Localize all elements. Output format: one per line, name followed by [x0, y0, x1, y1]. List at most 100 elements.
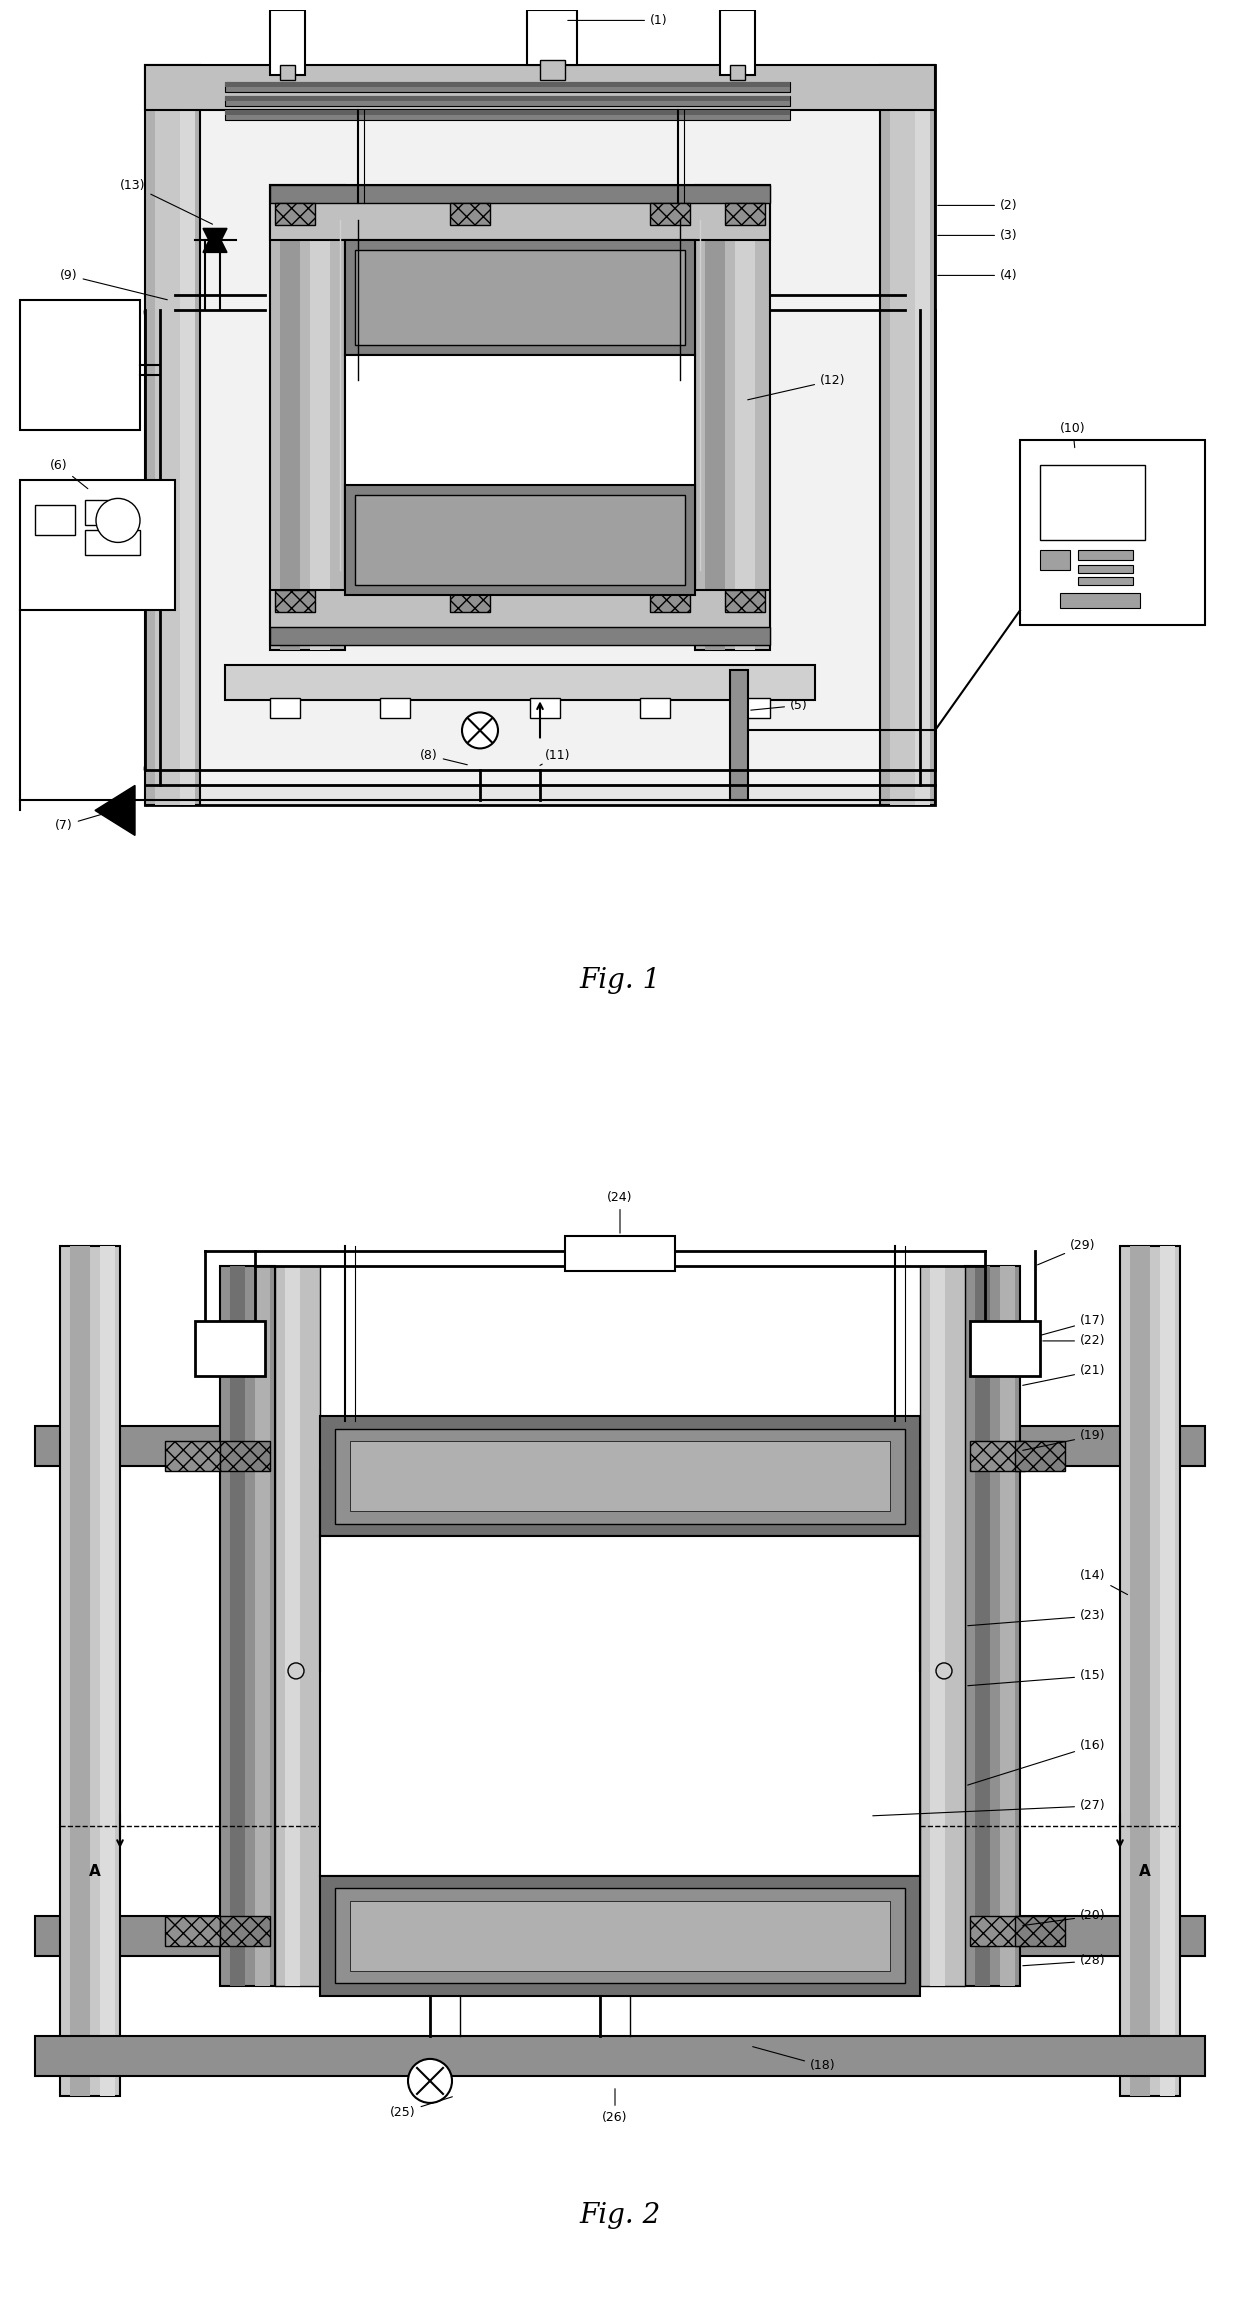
Bar: [270, 626, 770, 645]
Text: Fig. 1: Fig. 1: [579, 966, 661, 994]
Bar: [1016, 1916, 1065, 1946]
Bar: [565, 1236, 675, 1271]
Text: (20): (20): [1023, 1909, 1106, 1925]
Text: (9): (9): [60, 268, 167, 300]
Bar: [275, 589, 315, 612]
Bar: [335, 1428, 905, 1523]
Bar: [270, 589, 770, 645]
Bar: [1120, 1246, 1180, 2096]
Bar: [335, 1888, 905, 1983]
Bar: [725, 589, 765, 612]
Bar: [285, 1266, 300, 1985]
Text: (10): (10): [1060, 423, 1086, 448]
Circle shape: [936, 1664, 952, 1678]
Bar: [975, 1266, 990, 1985]
Bar: [355, 495, 684, 585]
Bar: [145, 65, 200, 807]
Bar: [180, 65, 195, 807]
Bar: [224, 111, 790, 116]
Bar: [720, 12, 755, 76]
Bar: [650, 203, 689, 226]
Text: (29): (29): [1038, 1239, 1095, 1264]
Bar: [740, 698, 770, 719]
Bar: [640, 698, 670, 719]
Text: A: A: [89, 1865, 100, 1879]
Circle shape: [288, 1664, 304, 1678]
Bar: [975, 1916, 1205, 1955]
Bar: [270, 185, 770, 203]
Bar: [270, 185, 770, 240]
Bar: [1021, 441, 1205, 626]
Bar: [280, 185, 300, 649]
Bar: [275, 203, 315, 226]
Bar: [355, 250, 684, 344]
Bar: [735, 185, 755, 649]
Text: (17): (17): [1023, 1315, 1106, 1340]
Text: (24): (24): [608, 1190, 632, 1234]
Bar: [229, 1266, 246, 1985]
Bar: [1130, 1246, 1149, 2096]
Bar: [1060, 594, 1140, 608]
Bar: [890, 65, 915, 807]
Bar: [970, 1442, 1025, 1470]
Text: (14): (14): [1080, 1569, 1127, 1595]
Text: (4): (4): [937, 268, 1018, 282]
Bar: [165, 1916, 219, 1946]
Bar: [219, 1442, 270, 1470]
Bar: [345, 240, 694, 356]
Bar: [379, 698, 410, 719]
Bar: [145, 65, 935, 111]
Bar: [970, 1322, 1040, 1375]
Text: (22): (22): [1043, 1333, 1106, 1347]
Bar: [35, 2036, 1205, 2075]
Bar: [529, 698, 560, 719]
Bar: [195, 1322, 265, 1375]
Bar: [310, 185, 330, 649]
Bar: [224, 666, 815, 700]
Bar: [275, 1266, 320, 1985]
Polygon shape: [203, 229, 227, 252]
Text: (12): (12): [748, 374, 846, 400]
Text: (25): (25): [391, 2096, 453, 2119]
Text: (7): (7): [55, 811, 113, 832]
Bar: [86, 532, 140, 555]
Bar: [350, 1902, 890, 1971]
Bar: [1159, 1246, 1176, 2096]
Bar: [1040, 465, 1145, 541]
Bar: [86, 501, 115, 525]
Bar: [270, 12, 305, 76]
Bar: [270, 698, 300, 719]
Text: A: A: [1140, 1865, 1151, 1879]
Bar: [20, 300, 140, 430]
Bar: [224, 97, 790, 102]
Text: (23): (23): [967, 1608, 1106, 1625]
Bar: [320, 1877, 920, 1997]
Bar: [60, 1246, 120, 2096]
Bar: [219, 1916, 270, 1946]
Bar: [345, 356, 694, 585]
Circle shape: [95, 499, 140, 543]
Bar: [1040, 550, 1070, 571]
Text: (27): (27): [873, 1800, 1106, 1816]
Bar: [920, 1266, 965, 1985]
Text: (5): (5): [750, 698, 807, 712]
Bar: [224, 97, 790, 106]
Bar: [527, 12, 577, 65]
Bar: [345, 485, 694, 596]
Bar: [224, 83, 790, 88]
Bar: [539, 60, 565, 81]
Bar: [145, 65, 935, 807]
Bar: [730, 65, 745, 81]
Bar: [350, 1442, 890, 1511]
Bar: [224, 111, 790, 120]
Bar: [280, 65, 295, 81]
Bar: [970, 1916, 1025, 1946]
Bar: [1078, 578, 1133, 585]
Bar: [725, 203, 765, 226]
Bar: [165, 1442, 219, 1470]
Bar: [320, 1417, 920, 1537]
Bar: [35, 1426, 265, 1465]
Text: (6): (6): [50, 460, 88, 488]
Bar: [694, 185, 770, 649]
Polygon shape: [203, 229, 227, 252]
